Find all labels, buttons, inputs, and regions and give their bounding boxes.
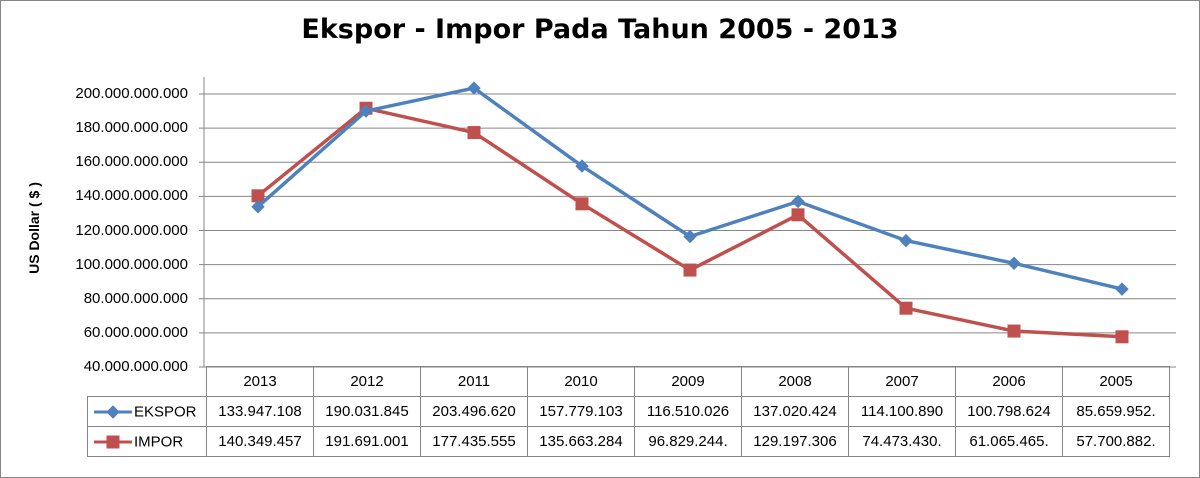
y-tick-label: 160.000.000.000 — [75, 153, 188, 171]
data-point-impor — [467, 126, 481, 140]
category-label: 2010 — [527, 366, 635, 397]
data-point-ekspor — [575, 159, 589, 173]
y-tick-label: 60.000.000.000 — [83, 323, 188, 341]
y-tick-label: 180.000.000.000 — [75, 119, 188, 137]
category-label: 2009 — [634, 366, 742, 397]
data-table: 2013 2012 2011 2010 2009 2008 2007 2006 2005 EKS… — [87, 366, 1170, 457]
legend-label-ekspor: EKSPOR — [134, 403, 197, 421]
legend-key-marker — [106, 435, 120, 449]
data-point-ekspor — [467, 81, 481, 95]
data-label-ekspor: 114.100.890 — [848, 396, 956, 427]
category-label: 2006 — [955, 366, 1063, 397]
data-point-ekspor — [791, 194, 805, 209]
data-label-ekspor: 190.031.845 — [313, 396, 421, 427]
data-label-ekspor: 100.798.624 — [955, 396, 1063, 427]
data-point-ekspor — [1115, 282, 1129, 296]
chart-title: Ekspor - Impor Pada Tahun 2005 - 2013 — [301, 14, 899, 45]
data-label-impor: 140.349.457 — [206, 426, 314, 457]
series-line-ekspor — [256, 86, 1123, 291]
legend-label-impor: IMPOR — [134, 433, 184, 451]
series-line-impor — [256, 106, 1123, 339]
data-label-impor: 57.700.882. — [1062, 426, 1170, 457]
data-point-ekspor — [251, 200, 265, 214]
data-point-ekspor — [1007, 256, 1021, 270]
data-label-impor: 129.197.306 — [741, 426, 849, 457]
y-tick-label: 120.000.000.000 — [75, 221, 188, 239]
series-row-impor: IMPOR 140.349.457 191.691.001 177.435.555 1… — [87, 426, 1170, 457]
legend-ekspor: EKSPOR — [87, 396, 207, 427]
data-point-impor — [1007, 324, 1021, 338]
data-label-ekspor: 203.496.620 — [420, 396, 528, 427]
legend-key-ekspor-icon — [94, 405, 132, 419]
data-label-ekspor: 137.020.424 — [741, 396, 849, 427]
data-label-ekspor: 157.779.103 — [527, 396, 635, 427]
series-row-ekspor: EKSPOR 133.947.108 190.031.845 203.496.620… — [87, 396, 1170, 427]
y-tick-label: 100.000.000.000 — [75, 255, 188, 273]
y-tick-label: 140.000.000.000 — [75, 187, 188, 205]
legend-key-impor-icon — [94, 435, 132, 449]
data-point-impor — [1115, 330, 1129, 344]
data-label-ekspor: 116.510.026 — [634, 396, 742, 427]
y-tick-label: 80.000.000.000 — [83, 289, 188, 307]
data-label-impor: 191.691.001 — [313, 426, 421, 457]
legend-key-marker — [106, 405, 120, 419]
category-label: 2008 — [741, 366, 849, 397]
data-point-impor — [683, 263, 697, 277]
data-point-impor — [575, 197, 589, 211]
category-label: 2011 — [420, 366, 528, 397]
data-label-impor: 135.663.284 — [527, 426, 635, 457]
data-point-ekspor — [899, 233, 913, 248]
category-label: 2013 — [206, 366, 314, 397]
legend-impor: IMPOR — [87, 426, 207, 457]
data-label-impor: 74.473.430. — [848, 426, 956, 457]
data-label-impor: 177.435.555 — [420, 426, 528, 457]
data-label-impor: 96.829.244. — [634, 426, 742, 457]
data-label-ekspor: 85.659.952. — [1062, 396, 1170, 427]
data-point-ekspor — [683, 229, 697, 244]
category-row: 2013 2012 2011 2010 2009 2008 2007 2006 2005 — [87, 366, 1170, 397]
category-label: 2012 — [313, 366, 421, 397]
data-point-ekspor — [359, 104, 373, 118]
category-label: 2005 — [1062, 366, 1170, 397]
data-point-impor — [899, 301, 913, 315]
y-tick-label: 200.000.000.000 — [75, 85, 188, 103]
data-point-impor — [251, 189, 265, 203]
category-label: 2007 — [848, 366, 956, 397]
data-label-impor: 61.065.465. — [955, 426, 1063, 457]
data-label-ekspor: 133.947.108 — [206, 396, 314, 427]
table-corner — [87, 366, 207, 397]
data-point-impor — [791, 208, 805, 222]
